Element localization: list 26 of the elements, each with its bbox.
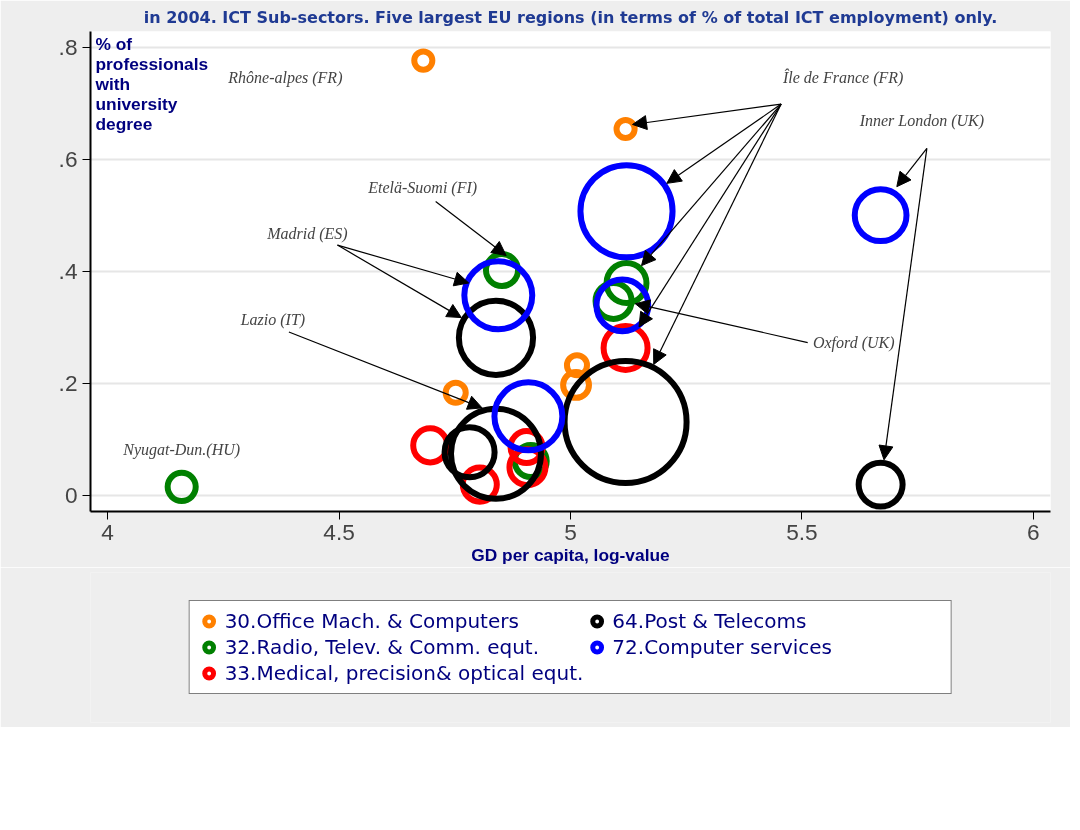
y-tick-label: .6 xyxy=(58,146,78,173)
legend-label: 30.Office Mach. & Computers xyxy=(224,609,520,633)
x-tick-label: 6 xyxy=(1027,518,1040,545)
chart-title: in 2004. ICT Sub-sectors. Five largest EU regions (in terms of % of total ICT employment) only. xyxy=(143,7,998,27)
legend-label: 72.Computer services xyxy=(612,635,833,659)
annotation: Inner London (UK) xyxy=(858,111,985,130)
y-tick-label: 0 xyxy=(64,482,78,509)
y-axis-title: % of professionals with university degree xyxy=(94,33,209,134)
annotation: Madrid (ES) xyxy=(266,224,348,243)
y-tick-label: .4 xyxy=(58,258,78,285)
y-tick-label: .2 xyxy=(58,370,78,397)
x-tick-label: 5 xyxy=(564,518,577,545)
annotation: Etelä-Suomi (FI) xyxy=(367,179,478,197)
legend-label: 32.Radio, Telev. & Comm. equt. xyxy=(224,635,541,659)
annotation: Rhône-alpes (FR) xyxy=(227,68,343,87)
x-tick-label: 4 xyxy=(101,518,114,545)
legend-label: 33.Medical, precision& optical equt. xyxy=(224,661,584,685)
annotation: Nyugat-Dun.(HU) xyxy=(122,440,241,459)
x-tick-label: 5.5 xyxy=(786,518,818,545)
x-axis-title: GD per capita, log-value xyxy=(471,544,671,565)
annotation: Lazio (IT) xyxy=(239,311,306,330)
x-tick-label: 4.5 xyxy=(323,518,355,545)
legend-label: 64.Post & Telecoms xyxy=(612,609,808,633)
y-tick-label: .8 xyxy=(58,34,78,61)
annotation: Oxford (UK) xyxy=(812,334,895,353)
annotation: Île de France (FR) xyxy=(781,67,904,87)
